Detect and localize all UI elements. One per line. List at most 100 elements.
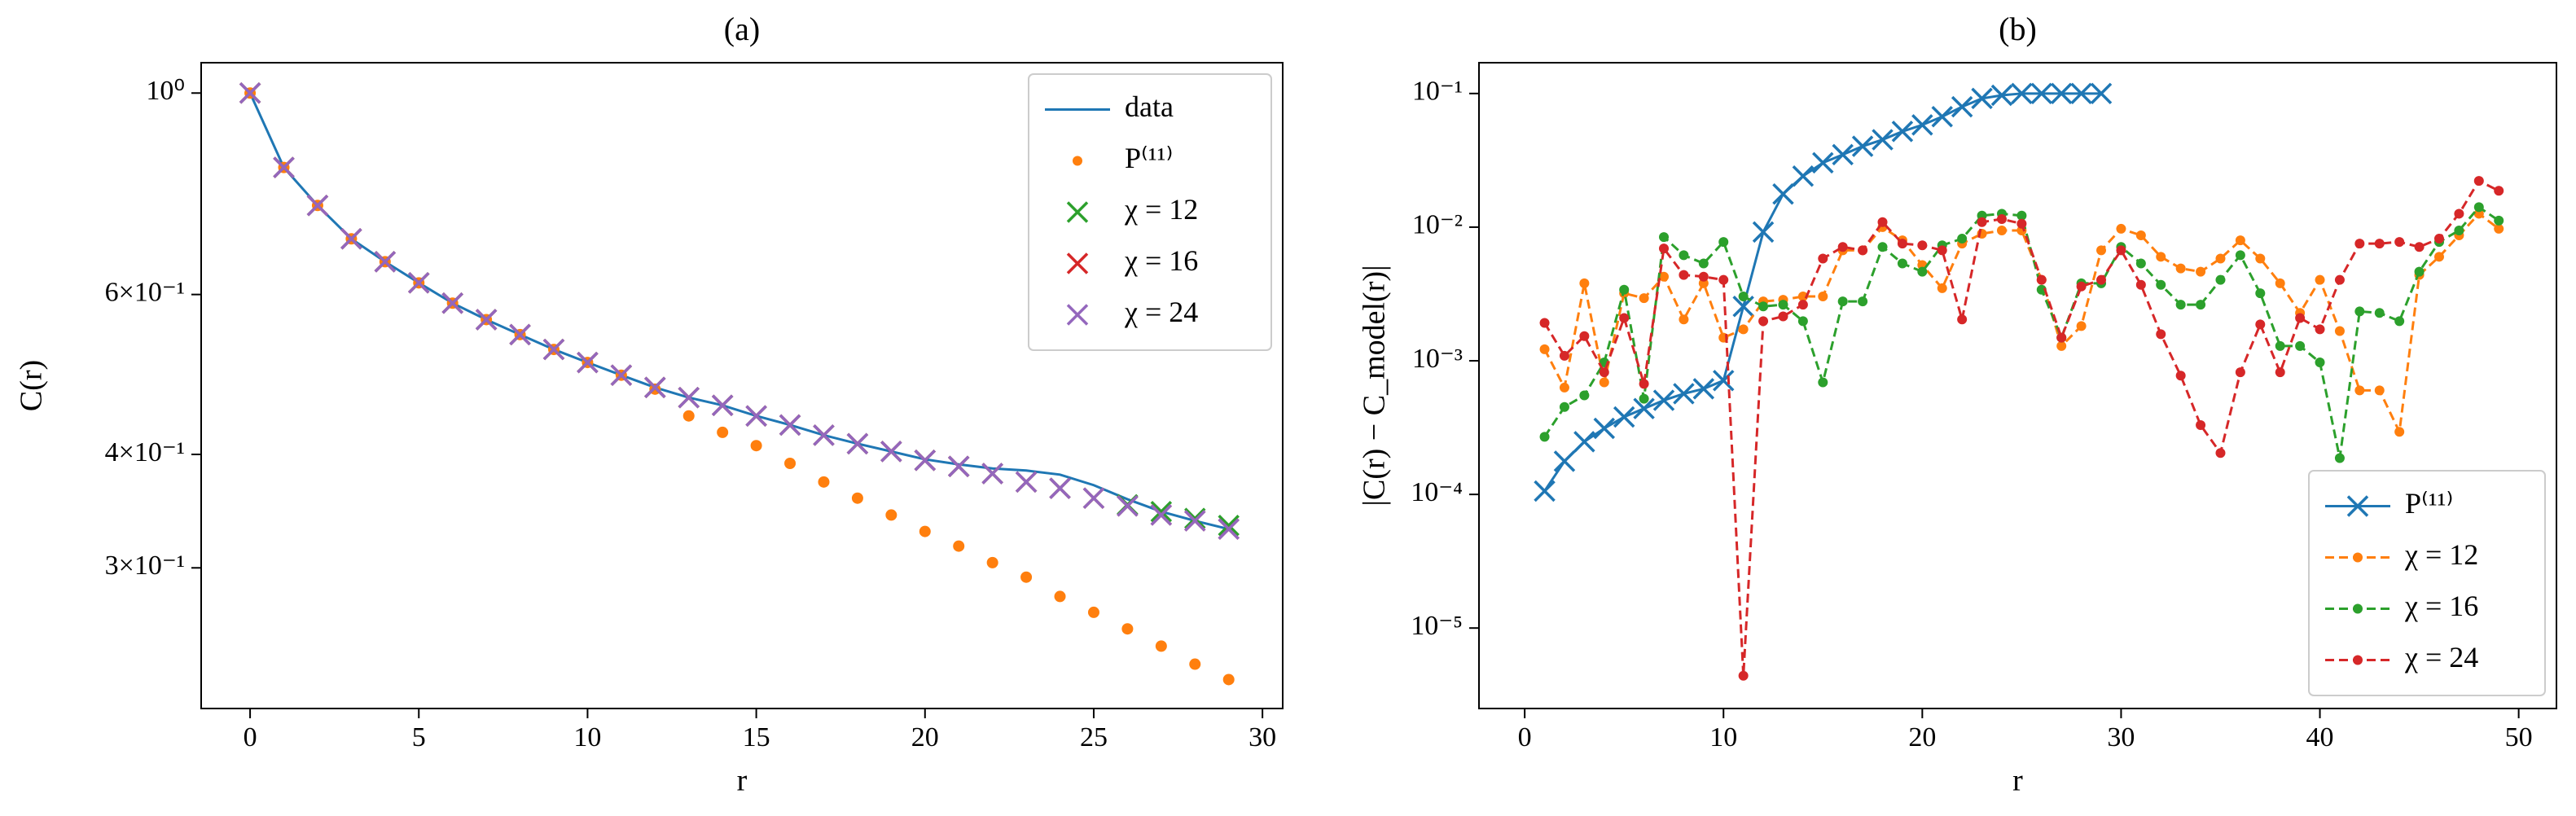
dot-marker <box>1639 379 1649 389</box>
x-marker <box>542 338 565 361</box>
dot-marker <box>1579 390 1590 401</box>
y-tick-label: 10⁰ <box>146 76 185 106</box>
dot-marker <box>1858 245 1868 256</box>
dot-marker <box>2374 239 2385 249</box>
dot-marker <box>1639 393 1649 404</box>
subplot: (b) r |C(r) − C_model(r)| 0 10 20 30 40 50 10⁻¹ 10… <box>1358 11 2557 798</box>
legend-label: χ = 24 <box>1124 296 1198 328</box>
dot-marker <box>1797 300 1808 310</box>
dot-marker <box>2414 266 2425 277</box>
dot-marker <box>1858 296 1868 307</box>
y-axis-label: |C(r) − C_model(r)| <box>1358 265 1392 506</box>
x-marker <box>306 195 329 217</box>
dot-marker <box>1659 271 1670 282</box>
dot-marker <box>1837 242 1848 252</box>
x-tick-label: 0 <box>1518 722 1532 752</box>
dot-marker <box>1579 331 1590 341</box>
dot-marker <box>1778 300 1788 310</box>
x-marker <box>914 450 937 472</box>
x-axis-label: r <box>2012 764 2023 798</box>
y-tick-label: 10⁻² <box>1412 210 1463 240</box>
dot-marker <box>2215 253 2226 264</box>
x-marker <box>2346 495 2369 517</box>
dot-marker <box>1996 213 2007 224</box>
x-marker <box>2090 82 2113 105</box>
dot-marker <box>784 457 796 469</box>
x-marker <box>475 309 498 331</box>
x-marker <box>880 441 902 463</box>
legend-label: χ = 16 <box>1124 244 1198 277</box>
dot-marker <box>2215 274 2226 285</box>
dot-marker <box>2394 237 2405 248</box>
x-marker <box>1573 431 1595 453</box>
dot-marker <box>851 492 863 504</box>
dot-marker <box>1020 571 1033 583</box>
x-marker <box>1066 304 1089 326</box>
x-marker <box>1832 143 1854 166</box>
dot-marker <box>1698 271 1709 282</box>
dot-marker <box>2275 340 2285 351</box>
x-marker <box>1184 507 1206 529</box>
y-axis-label: C(r) <box>15 360 49 411</box>
x-tick-label: 10 <box>1709 722 1737 752</box>
dot-marker <box>682 410 695 422</box>
dot-marker <box>1738 324 1749 335</box>
dot-marker <box>2135 258 2146 269</box>
x-marker <box>1990 84 2013 107</box>
x-marker <box>678 386 700 409</box>
dot-marker <box>1121 623 1134 635</box>
x-marker <box>1218 515 1240 537</box>
x-marker <box>711 394 734 416</box>
dot-marker <box>2156 329 2166 340</box>
dot-marker <box>919 525 931 537</box>
dot-marker <box>1579 278 1590 288</box>
dot-marker <box>2235 367 2245 378</box>
dot-marker <box>1539 432 1550 442</box>
dot-marker <box>818 476 830 488</box>
dot-marker <box>1718 274 1729 285</box>
dot-marker <box>1639 293 1649 304</box>
dot-marker <box>2354 385 2365 396</box>
x-marker <box>745 405 767 427</box>
dot-marker <box>1718 237 1729 248</box>
dot-marker <box>1937 283 1947 293</box>
x-tick-label: 15 <box>743 722 770 752</box>
x-marker <box>1891 121 1914 143</box>
x-marker <box>1713 370 1735 392</box>
dot-marker <box>2196 420 2206 431</box>
dot-marker <box>1917 240 1928 251</box>
x-marker <box>813 424 835 446</box>
y-tick-label: 10⁻¹ <box>1412 77 1463 107</box>
dot-marker <box>1073 156 1082 166</box>
dot-marker <box>885 509 897 521</box>
legend-label: χ = 12 <box>2404 538 2478 571</box>
x-marker <box>1792 165 1815 187</box>
dot-marker <box>2016 218 2027 229</box>
x-marker <box>846 432 869 455</box>
dot-marker <box>2494 186 2504 196</box>
dot-marker <box>1957 314 1968 325</box>
dot-marker <box>2295 313 2306 323</box>
dot-marker <box>2394 427 2405 437</box>
x-marker <box>577 351 599 374</box>
dot-marker <box>2295 340 2306 351</box>
x-marker <box>1692 378 1715 400</box>
dot-marker <box>2275 278 2285 288</box>
dot-marker <box>986 556 998 568</box>
dot-marker <box>1837 296 1848 307</box>
subplot-title: (a) <box>724 11 760 47</box>
x-marker <box>1553 450 1576 472</box>
dot-marker <box>2156 279 2166 290</box>
dot-marker <box>2255 319 2266 330</box>
x-marker <box>1851 135 1874 157</box>
y-tick-label: 4×10⁻¹ <box>105 437 185 467</box>
dot-marker <box>2036 284 2047 295</box>
x-marker <box>981 463 1003 485</box>
x-marker <box>1218 518 1240 540</box>
dot-marker <box>1659 243 1670 254</box>
dot-marker <box>2334 453 2345 463</box>
dot-marker <box>2454 226 2464 236</box>
dot-marker <box>2473 176 2484 186</box>
x-marker <box>1117 495 1139 517</box>
dot-marker <box>1738 292 1749 302</box>
